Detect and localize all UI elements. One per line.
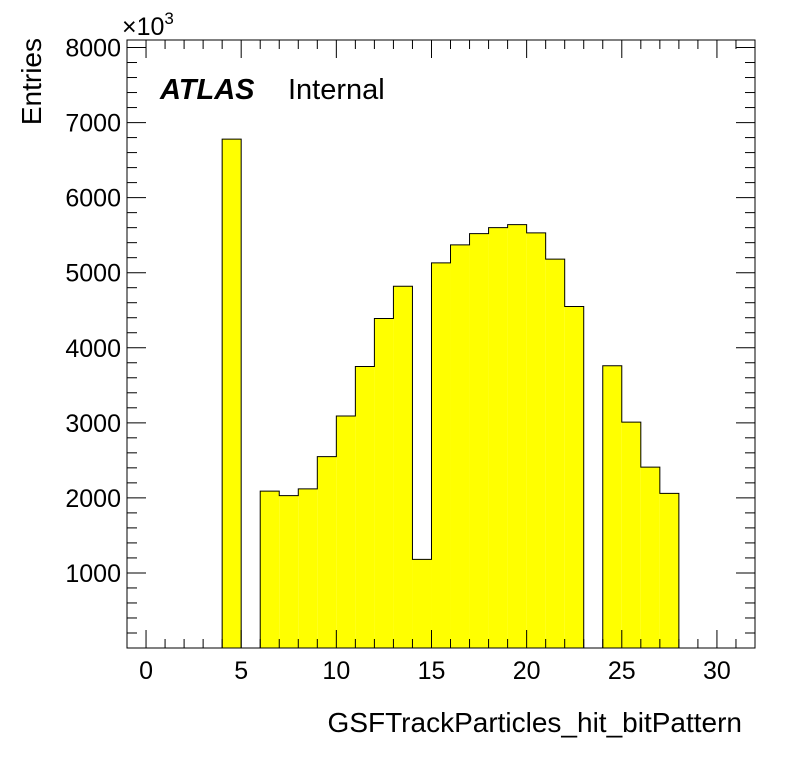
x-tick-label: 20 (513, 657, 541, 685)
atlas-status-label: Internal (288, 74, 385, 106)
histogram-bar (355, 366, 375, 648)
histogram-bar (545, 259, 565, 648)
y-tick-label: 8000 (65, 35, 121, 63)
histogram-bar (222, 139, 242, 648)
x-axis-label: GSFTrackParticles_hit_bitPattern (328, 707, 742, 738)
histogram-bar (260, 491, 280, 648)
histogram-bar (412, 559, 432, 648)
atlas-label: ATLAS (159, 74, 255, 106)
histogram-bar (317, 456, 337, 648)
x-tick-label: 10 (322, 657, 350, 685)
histogram-bar (564, 306, 584, 648)
histogram-bar (507, 224, 527, 648)
x-tick-label: 25 (608, 657, 636, 685)
histogram-bar (488, 227, 508, 648)
x-tick-labels: 0 5 10 15 20 25 30 (139, 657, 731, 685)
y-tick-label: 4000 (65, 335, 121, 363)
histogram-bar (374, 318, 394, 648)
histogram-outline (221, 138, 680, 648)
plot-frame (126, 39, 756, 649)
histogram-bar (336, 416, 356, 648)
axis-ticks (126, 40, 756, 648)
y-tick-label: 1000 (65, 560, 121, 588)
histogram-bar (526, 232, 546, 649)
histogram-bar (659, 493, 679, 648)
histogram-bar (621, 422, 641, 648)
histogram-bar (602, 365, 622, 648)
y-multiplier-exponent: 3 (164, 9, 173, 28)
y-tick-labels: 1000 2000 3000 4000 5000 6000 7000 8000 (65, 35, 121, 588)
y-axis-label: Entries (16, 38, 47, 125)
x-tick-label: 0 (139, 657, 153, 685)
histogram-bar (279, 495, 299, 648)
y-multiplier-label: ×103 (122, 9, 174, 41)
x-tick-label: 15 (418, 657, 446, 685)
y-tick-label: 3000 (65, 410, 121, 438)
histogram-bar (298, 488, 318, 648)
y-tick-label: 5000 (65, 260, 121, 288)
histogram-bars (221, 138, 680, 649)
y-tick-label: 6000 (65, 185, 121, 213)
histogram-bar (450, 244, 470, 648)
y-tick-label: 2000 (65, 485, 121, 513)
histogram-bar (640, 467, 660, 648)
y-tick-label: 7000 (65, 110, 121, 138)
histogram-bar (431, 262, 451, 648)
x-tick-label: 30 (703, 657, 731, 685)
histogram-bar (393, 286, 413, 648)
x-tick-label: 5 (234, 657, 248, 685)
histogram-bar (469, 233, 489, 649)
